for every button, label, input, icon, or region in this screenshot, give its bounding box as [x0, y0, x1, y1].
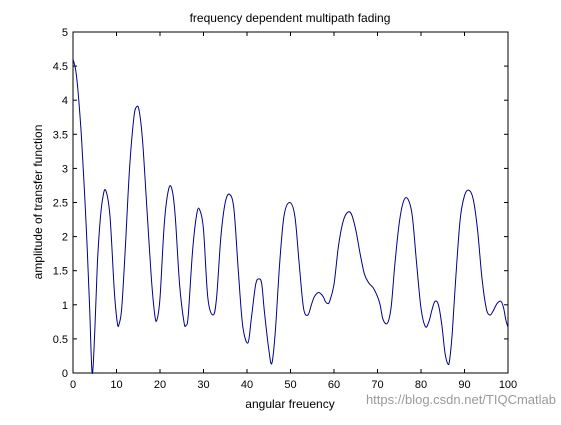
x-tick-label: 80: [415, 379, 427, 391]
y-axis-label: amplitude of transfer function: [31, 125, 45, 280]
y-tick-label: 4.5: [53, 61, 68, 73]
y-tick-label: 1.5: [53, 266, 68, 278]
y-tick-label: 3.5: [53, 129, 68, 141]
x-tick-label: 90: [458, 379, 470, 391]
watermark-text: https://blog.csdn.net/TIQCmatlab: [366, 392, 556, 407]
y-tick-label: 0: [62, 368, 68, 380]
y-tick-labels: 0 0.5 1 1.5 2 2.5 3 3.5 4 4.5 5: [53, 27, 68, 380]
chart-title: frequency dependent multipath fading: [190, 11, 391, 25]
y-tick-label: 1: [62, 300, 68, 312]
y-tick-label: 0.5: [53, 334, 68, 346]
x-tick-label: 60: [328, 379, 340, 391]
x-tick-label: 50: [284, 379, 296, 391]
x-tick-label: 30: [197, 379, 209, 391]
axis-ticks: [72, 31, 509, 374]
y-tick-label: 2: [62, 232, 68, 244]
series-line: [72, 59, 509, 374]
x-tick-label: 0: [70, 379, 76, 391]
y-tick-label: 5: [62, 27, 68, 39]
y-tick-label: 4: [62, 95, 68, 107]
x-axis-label: angular freuency: [245, 397, 334, 411]
x-tick-label: 100: [499, 379, 517, 391]
x-tick-label: 20: [154, 379, 166, 391]
x-tick-label: 40: [241, 379, 253, 391]
x-tick-labels: 0 10 20 30 40 50 60 70 80 90 100: [70, 379, 517, 391]
y-tick-label: 2.5: [53, 198, 68, 210]
x-tick-label: 10: [110, 379, 122, 391]
y-tick-label: 3: [62, 163, 68, 175]
x-tick-label: 70: [371, 379, 383, 391]
